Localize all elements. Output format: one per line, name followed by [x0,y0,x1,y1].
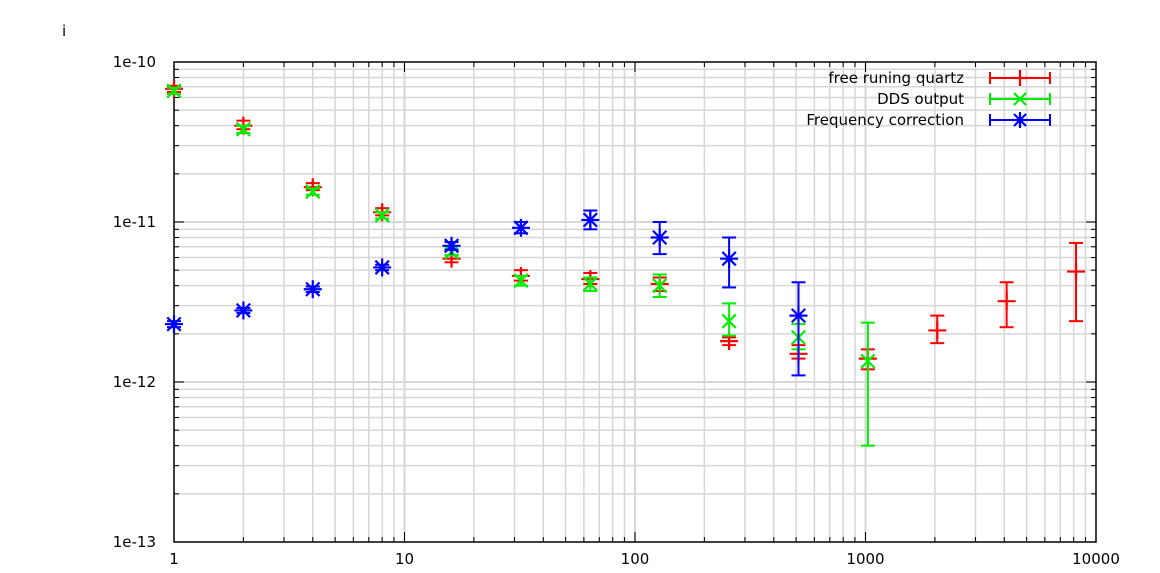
error-bar [1069,241,1084,323]
grid [174,62,1096,542]
error-bar [860,321,875,447]
data-point [235,121,251,137]
data-point [789,306,808,325]
data-point [860,353,876,369]
data-point [997,292,1016,311]
data-point [652,278,668,294]
legend-label: Frequency correction [806,111,964,129]
legend-label: free runing quartz [828,69,964,87]
y-tick-label: 1e-13 [113,533,156,551]
data-point [928,321,947,340]
x-tick-label: 100 [621,550,650,568]
y-tick-label: 1e-10 [113,53,156,71]
x-tick-label: 1 [169,550,179,568]
axis-ticks [174,62,1096,542]
data-point [513,273,529,289]
data-point [720,249,739,268]
data-point [1067,262,1086,281]
legend-marker [1012,70,1028,86]
x-tick-label: 10 [395,550,414,568]
data-point [373,258,392,277]
legend-swatch [989,92,1051,106]
data-point [511,218,530,237]
data-point [303,280,322,299]
data-point [581,210,600,229]
y-tick-label: 1e-11 [113,213,156,231]
legend-swatch [989,70,1051,86]
data-point [305,184,321,200]
legend-marker [1013,92,1027,106]
x-tick-label: 10000 [1072,550,1120,568]
data-point [374,207,390,223]
error-bar [722,302,737,337]
series-dds-output [166,83,876,447]
legend-swatch [989,112,1051,128]
series-layer [165,79,1086,447]
corner-mark: i [62,22,67,40]
error-bar [791,281,806,377]
data-point [650,228,669,247]
data-point [234,301,253,320]
tick-labels: 1 10 100 1000 10000 1e-10 1e-11 1e-12 1e-13 [113,53,1120,568]
series-frequency-correction [165,209,808,377]
data-point [166,83,182,99]
y-tick-label: 1e-12 [113,373,156,391]
x-tick-label: 1000 [846,550,884,568]
data-point [721,313,737,329]
legend: free runing quartz DDS output Frequency co… [806,69,1051,129]
data-point [582,276,598,292]
data-point [442,236,461,255]
legend-label: DDS output [877,90,964,108]
data-point [165,315,183,334]
legend-marker [1012,112,1028,128]
